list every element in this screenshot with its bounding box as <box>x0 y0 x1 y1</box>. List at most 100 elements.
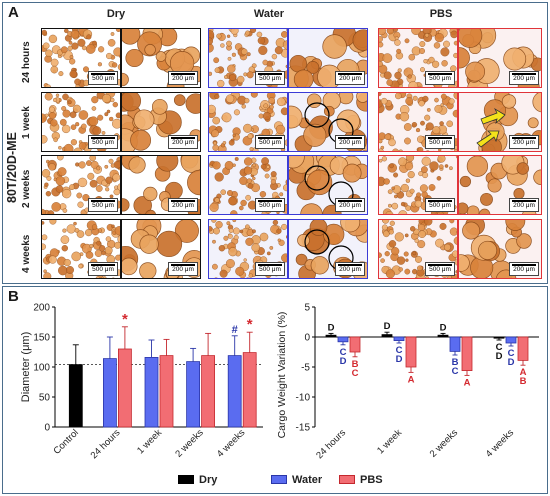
bar-pbs-2-weeks <box>461 336 473 371</box>
scale-bar: 500 μm <box>88 198 118 212</box>
sample-title: 80T/20D-ME <box>5 132 19 203</box>
scale-bar-line <box>91 264 115 266</box>
panel-a: A Dry Water PBS 80T/20D-ME 24 hours 1 we… <box>2 2 548 284</box>
scale-bar: 200 μm <box>335 71 365 85</box>
y-tick-label: 0 <box>304 333 310 344</box>
scale-bar: 500 μm <box>255 135 285 149</box>
droplets <box>42 220 120 278</box>
legend-label-dry: Dry <box>199 474 218 486</box>
scale-bar: 500 μm <box>88 71 118 85</box>
scale-bar: 200 μm <box>335 262 365 276</box>
significance-marker: * <box>122 311 128 328</box>
bar-water-4-weeks <box>505 336 517 344</box>
bar-dry-24-hours <box>325 334 337 338</box>
scale-bar-label: 200 μm <box>172 75 194 82</box>
bar-pbs-1-week <box>159 355 174 428</box>
scale-bar-line <box>428 73 452 75</box>
scale-bar-line <box>338 264 362 266</box>
scale-bar: 200 μm <box>509 262 539 276</box>
micrograph-pbs-3-low-mag: 500 μm <box>378 155 458 215</box>
significance-letter: C <box>340 347 347 358</box>
bar-pbs-1-week <box>405 336 417 368</box>
panel-b: B Diameter (μm) 0 50 100 150 200 Control * 24 h… <box>2 286 548 494</box>
micrograph-water-2-low-mag: 500 μm <box>208 92 288 152</box>
scale-bar-label: 200 μm <box>172 202 194 209</box>
x-tick-label: 1 week <box>135 427 164 456</box>
x-tick-label: 24 hours <box>89 427 123 461</box>
significance-letter: D <box>340 356 347 367</box>
scale-bar-line <box>258 264 282 266</box>
legend-swatch-pbs <box>339 475 355 484</box>
scale-bar: 200 μm <box>509 135 539 149</box>
micrograph-pbs-2-high-mag: 200 μm <box>458 92 542 152</box>
y-tick-label: -15 <box>296 423 311 434</box>
bar-water-2-weeks <box>186 361 201 428</box>
significance-letter: B <box>452 357 459 368</box>
significance-letter: C <box>352 368 359 379</box>
scale-bar: 200 μm <box>168 71 198 85</box>
scale-bar: 500 μm <box>88 135 118 149</box>
scale-bar-label: 200 μm <box>513 75 535 82</box>
scale-bar-label: 200 μm <box>339 75 361 82</box>
micrograph-pbs-1-low-mag: 500 μm <box>378 28 458 88</box>
significance-letter: D <box>384 321 391 332</box>
bar-pbs-24-hours <box>349 336 361 353</box>
scale-bar-line <box>171 200 195 202</box>
micrograph-pbs-4-high-mag: 200 μm <box>458 219 542 279</box>
scale-bar-label: 500 μm <box>429 75 451 82</box>
droplets <box>379 93 457 151</box>
bar-water-4-weeks <box>227 355 242 428</box>
y-tick-label: -5 <box>301 363 310 374</box>
scale-bar-line <box>258 137 282 139</box>
x-tick-label: 4 weeks <box>215 427 248 460</box>
scale-bar: 200 μm <box>509 71 539 85</box>
bar-dry-control <box>68 364 83 428</box>
cargo-weight-chart: Cargo Weight Variation (%) 50-5-10-15DCD… <box>276 303 539 461</box>
micrograph-dry-1-high-mag: 200 μm <box>121 28 201 88</box>
bar-water-1-week <box>144 357 159 428</box>
diameter-chart: Diameter (μm) 0 50 100 150 200 Control * 24 hou… <box>20 303 263 461</box>
micrograph-pbs-4-low-mag: 500 μm <box>378 219 458 279</box>
scale-bar-label: 500 μm <box>92 75 114 82</box>
scale-bar-label: 200 μm <box>339 266 361 273</box>
scale-bar-label: 500 μm <box>429 202 451 209</box>
scale-bar: 200 μm <box>509 198 539 212</box>
significance-letter: D <box>508 357 515 368</box>
scale-bar: 200 μm <box>335 135 365 149</box>
scale-bar-line <box>91 73 115 75</box>
scale-bar: 200 μm <box>168 262 198 276</box>
scale-bar-line <box>171 137 195 139</box>
bar-water-24-hours <box>337 336 349 343</box>
droplets <box>209 157 287 214</box>
scale-bar-line <box>91 200 115 202</box>
micrograph-water-2-high-mag: 200 μm <box>288 92 368 152</box>
micrograph-water-3-low-mag: 500 μm <box>208 155 288 215</box>
scale-bar-line <box>512 264 536 266</box>
significance-letter: C <box>452 366 459 377</box>
legend-swatch-dry <box>178 475 194 484</box>
y-tick-label: 200 <box>33 303 50 314</box>
significance-letter: B <box>520 376 527 387</box>
y-tick-label: 100 <box>33 363 50 374</box>
column-header-pbs: PBS <box>429 8 453 20</box>
scale-bar: 500 μm <box>425 71 455 85</box>
scale-bar-line <box>338 73 362 75</box>
significance-letter: C <box>508 348 515 359</box>
micrograph-water-3-high-mag: 200 μm <box>288 155 368 215</box>
scale-bar-label: 500 μm <box>259 139 281 146</box>
significance-letter: D <box>440 322 447 333</box>
significance-letter: A <box>520 367 527 378</box>
significance-letter: D <box>396 354 403 365</box>
legend-label-pbs: PBS <box>360 474 383 486</box>
significance-letter: A <box>408 374 415 385</box>
x-tick-label: 24 hours <box>314 427 348 461</box>
droplets <box>289 156 367 214</box>
micrograph-dry-2-low-mag: 500 μm <box>41 92 121 152</box>
micrograph-water-4-high-mag: 200 μm <box>288 219 368 279</box>
x-tick-label: Control <box>51 427 80 456</box>
scale-bar-line <box>258 200 282 202</box>
micrograph-pbs-3-high-mag: 200 μm <box>458 155 542 215</box>
scale-bar-label: 200 μm <box>339 202 361 209</box>
scale-bar-label: 200 μm <box>172 266 194 273</box>
row-label-2-weeks: 2 weeks <box>21 169 32 208</box>
